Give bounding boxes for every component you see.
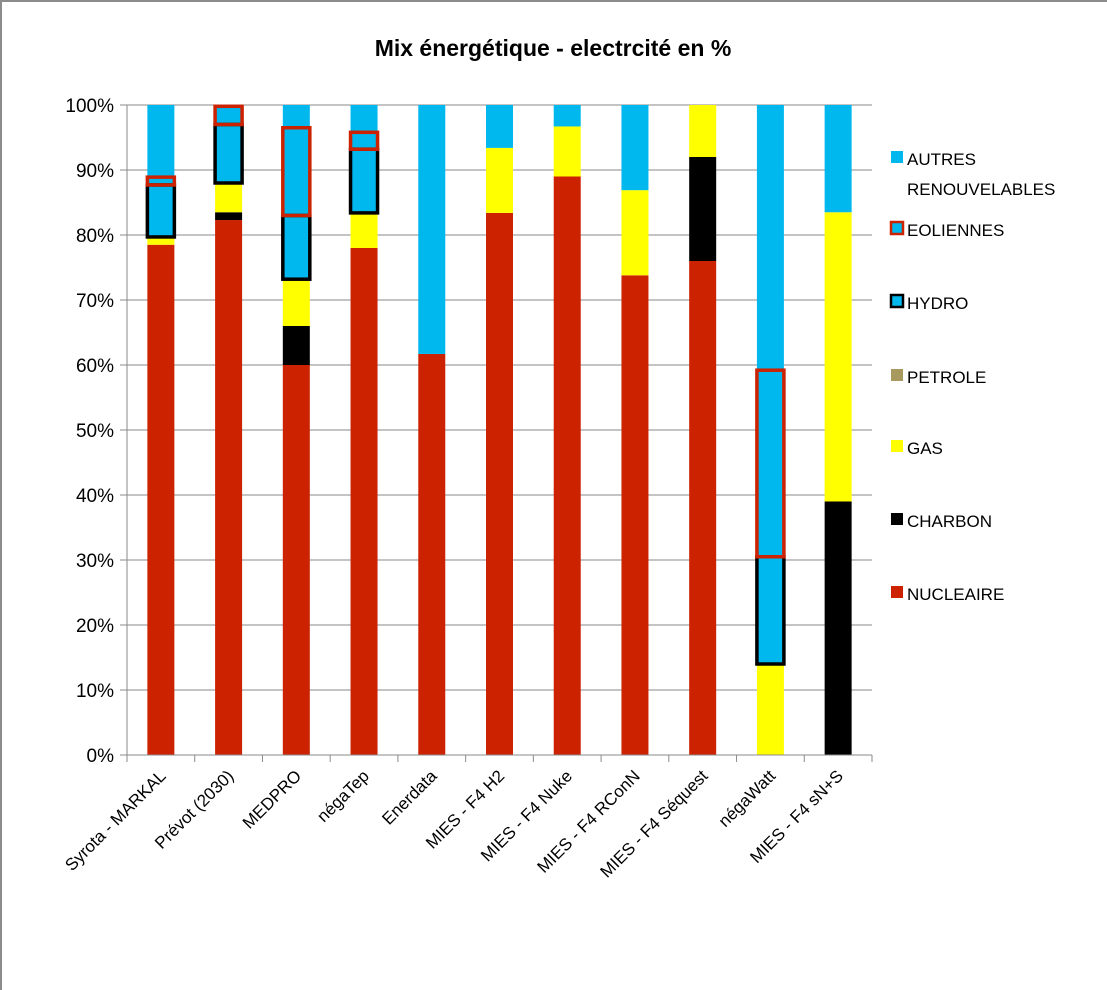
bar-segment (621, 105, 649, 191)
bar-segment (350, 248, 378, 755)
legend-label: GAS (907, 439, 943, 458)
bar-segment-outline (281, 126, 312, 218)
bar-segment (486, 105, 513, 148)
legend-swatch (889, 293, 905, 309)
legend-label: NUCLEAIRE (907, 585, 1004, 604)
bar-segment (553, 126, 581, 177)
bar-segment (350, 212, 378, 248)
bar-segment (486, 212, 513, 755)
bars (145, 104, 852, 756)
bar-segment (756, 370, 784, 557)
bar-segment (350, 105, 378, 133)
y-tick-label: 20% (76, 616, 114, 637)
bar-segment (824, 212, 852, 502)
bar-segment (282, 326, 310, 365)
legend-swatch (891, 369, 903, 381)
y-tick-label: 60% (76, 356, 114, 377)
x-tick-label: Syrota - MARKAL (61, 766, 169, 874)
axes: 0% 10% 20% 30% 40% 50% 60% 70% 80% 90% 100% Syrota … (61, 96, 873, 881)
bar-segment (689, 261, 717, 755)
bar-segment (756, 105, 784, 371)
x-tick-label: MEDPRO (239, 766, 305, 832)
legend-label: CHARBON (907, 512, 992, 531)
bar-segment (621, 275, 649, 755)
bar-segment (486, 147, 513, 213)
bar-segment-outline (213, 104, 244, 127)
bar-segment (418, 105, 446, 354)
bar-segment (215, 212, 243, 221)
bar-segment (282, 215, 310, 280)
bar-segment-outline (145, 175, 177, 187)
legend-label: PETROLE (907, 368, 986, 387)
bar-segment (147, 105, 175, 178)
bar-segment (215, 220, 243, 756)
legend-swatch (891, 151, 903, 163)
legend: AUTRES RENOUVELABLES EOLIENNES HYDRO PETROLE… (889, 150, 1055, 604)
y-tick-label: 50% (76, 421, 114, 442)
bar-segment (689, 157, 717, 261)
legend-label: RENOUVELABLES (907, 180, 1055, 199)
bar-segment (147, 244, 175, 755)
bar-segment (282, 365, 310, 755)
y-tick-label: 10% (76, 681, 114, 702)
bar-segment (756, 556, 784, 664)
bar-segment (282, 127, 310, 216)
bar-segment (824, 105, 852, 213)
bar-segment (689, 105, 717, 157)
legend-swatch (891, 586, 903, 598)
legend-swatch (889, 220, 905, 236)
legend-label: AUTRES (907, 150, 976, 169)
legend-swatch (891, 513, 903, 525)
x-tick-label: négaWatt (715, 766, 780, 831)
chart-title: Mix énergétique - electrcité en % (375, 35, 732, 61)
y-tick-label: 0% (87, 746, 115, 767)
bar-segment (282, 279, 310, 326)
bar-segment (147, 177, 175, 185)
bar-segment (215, 124, 243, 183)
legend-swatch (891, 440, 903, 452)
bar-segment (418, 353, 446, 755)
bar-segment-outline (348, 130, 380, 151)
bar-segment (215, 183, 243, 213)
bar-segment (147, 236, 175, 245)
bar-segment (553, 105, 581, 127)
y-tick-label: 70% (76, 291, 114, 312)
bar-segment (350, 149, 378, 213)
bar-segment (147, 184, 175, 237)
bar-segment (282, 105, 310, 128)
legend-label: EOLIENNES (907, 221, 1004, 240)
y-tick-label: 100% (65, 96, 114, 117)
bar-segment (824, 501, 852, 755)
y-tick-label: 40% (76, 486, 114, 507)
y-tick-label: 80% (76, 226, 114, 247)
y-tick-label: 90% (76, 161, 114, 182)
y-tick-label: 30% (76, 551, 114, 572)
bar-segment-outline (755, 368, 786, 559)
bar-segment (621, 190, 649, 276)
bar-segment (553, 176, 581, 755)
bar-segment (756, 664, 784, 755)
bar-segment (215, 106, 243, 125)
bar-segment (350, 132, 378, 150)
x-tick-label: Enerdata (378, 766, 441, 829)
legend-label: HYDRO (907, 294, 968, 313)
x-tick-label: négaTep (313, 766, 373, 826)
